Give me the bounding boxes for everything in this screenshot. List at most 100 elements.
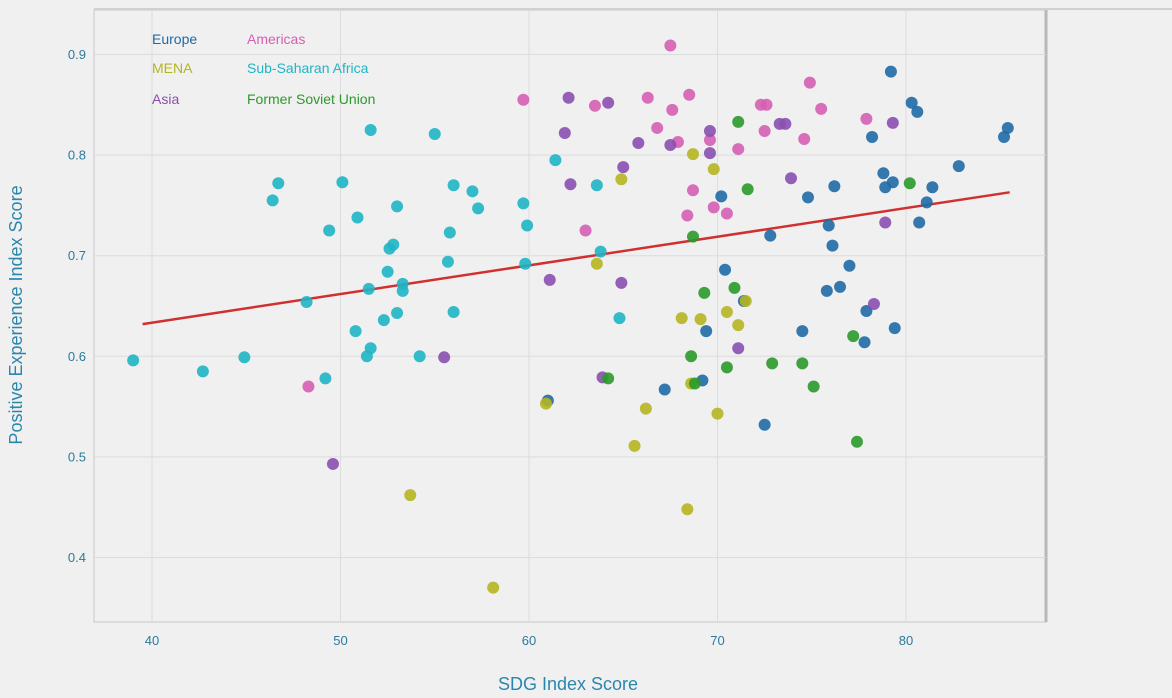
point-americas <box>686 184 699 197</box>
point-former-soviet-union <box>732 115 745 128</box>
point-asia <box>438 351 451 364</box>
point-sub-saharan-africa <box>472 202 485 215</box>
point-asia <box>886 116 899 129</box>
point-europe <box>866 130 879 143</box>
point-sub-saharan-africa <box>360 350 373 363</box>
point-americas <box>760 98 773 111</box>
point-sub-saharan-africa <box>300 295 313 308</box>
point-asia <box>617 161 630 174</box>
point-mena <box>639 402 652 415</box>
y-tick-label: 0.7 <box>68 248 86 263</box>
plot-area <box>93 9 1047 623</box>
legend-label: MENA <box>152 60 193 76</box>
point-former-soviet-union <box>850 435 863 448</box>
point-former-soviet-union <box>698 286 711 299</box>
point-former-soviet-union <box>602 372 615 385</box>
point-europe <box>801 191 814 204</box>
point-europe <box>998 130 1011 143</box>
point-sub-saharan-africa <box>387 238 400 251</box>
point-europe <box>843 259 856 272</box>
point-europe <box>700 325 713 338</box>
point-sub-saharan-africa <box>377 314 390 327</box>
point-europe <box>888 322 901 335</box>
point-americas <box>703 134 716 147</box>
point-sub-saharan-africa <box>362 282 375 295</box>
point-sub-saharan-africa <box>127 354 140 367</box>
point-sub-saharan-africa <box>413 350 426 363</box>
point-asia <box>558 126 571 139</box>
point-americas <box>720 207 733 220</box>
point-asia <box>879 216 892 229</box>
point-americas <box>707 201 720 214</box>
point-sub-saharan-africa <box>466 185 479 198</box>
point-sub-saharan-africa <box>266 194 279 207</box>
point-europe <box>920 196 933 209</box>
x-axis-ticks: 40 50 60 70 80 <box>145 633 913 648</box>
point-asia <box>867 297 880 310</box>
point-mena <box>404 489 417 502</box>
y-tick-label: 0.4 <box>68 550 86 565</box>
x-tick-label: 70 <box>710 633 724 648</box>
point-mena <box>739 294 752 307</box>
point-mena <box>720 306 733 319</box>
point-asia <box>632 137 645 150</box>
y-tick-label: 0.8 <box>68 148 86 163</box>
point-former-soviet-union <box>741 183 754 196</box>
point-sub-saharan-africa <box>272 177 285 190</box>
point-former-soviet-union <box>720 361 733 374</box>
point-americas <box>651 121 664 134</box>
legend-label: Sub-Saharan Africa <box>247 60 369 76</box>
point-asia <box>785 172 798 185</box>
point-mena <box>539 397 552 410</box>
point-mena <box>694 313 707 326</box>
point-europe <box>911 105 924 118</box>
point-europe <box>926 181 939 194</box>
y-tick-label: 0.5 <box>68 449 86 464</box>
point-sub-saharan-africa <box>594 245 607 258</box>
point-mena <box>487 581 500 594</box>
point-sub-saharan-africa <box>441 255 454 268</box>
legend: Europe Americas MENA Sub-Saharan Africa Asia… <box>152 31 375 107</box>
point-europe <box>913 216 926 229</box>
point-asia <box>543 273 556 286</box>
y-axis-title: Positive Experience Index Score <box>6 185 26 444</box>
point-former-soviet-union <box>686 230 699 243</box>
point-europe <box>884 65 897 78</box>
point-sub-saharan-africa <box>391 307 404 320</box>
point-asia <box>615 276 628 289</box>
point-europe <box>877 167 890 180</box>
x-tick-label: 80 <box>899 633 913 648</box>
point-americas <box>681 209 694 222</box>
point-americas <box>683 88 696 101</box>
point-sub-saharan-africa <box>351 211 364 224</box>
point-sub-saharan-africa <box>549 154 562 167</box>
legend-label: Europe <box>152 31 197 47</box>
point-mena <box>590 257 603 270</box>
grid <box>94 10 1046 622</box>
point-former-soviet-union <box>796 357 809 370</box>
point-americas <box>641 91 654 104</box>
point-asia <box>564 178 577 191</box>
point-former-soviet-union <box>728 281 741 294</box>
y-tick-label: 0.6 <box>68 349 86 364</box>
point-asia <box>732 342 745 355</box>
point-sub-saharan-africa <box>447 306 460 319</box>
point-sub-saharan-africa <box>517 197 530 210</box>
point-americas <box>302 380 315 393</box>
point-sub-saharan-africa <box>396 284 409 297</box>
y-axis-ticks: 0.4 0.5 0.6 0.7 0.8 0.9 <box>68 47 86 565</box>
point-sub-saharan-africa <box>521 219 534 232</box>
point-americas <box>666 103 679 116</box>
point-europe <box>826 239 839 252</box>
legend-label: Americas <box>247 31 305 47</box>
point-mena <box>681 503 694 516</box>
point-europe <box>879 181 892 194</box>
point-asia <box>703 147 716 160</box>
point-sub-saharan-africa <box>349 325 362 338</box>
point-americas <box>758 124 771 137</box>
point-sub-saharan-africa <box>336 176 349 189</box>
legend-label: Former Soviet Union <box>247 91 375 107</box>
point-mena <box>628 439 641 452</box>
x-tick-label: 60 <box>522 633 536 648</box>
